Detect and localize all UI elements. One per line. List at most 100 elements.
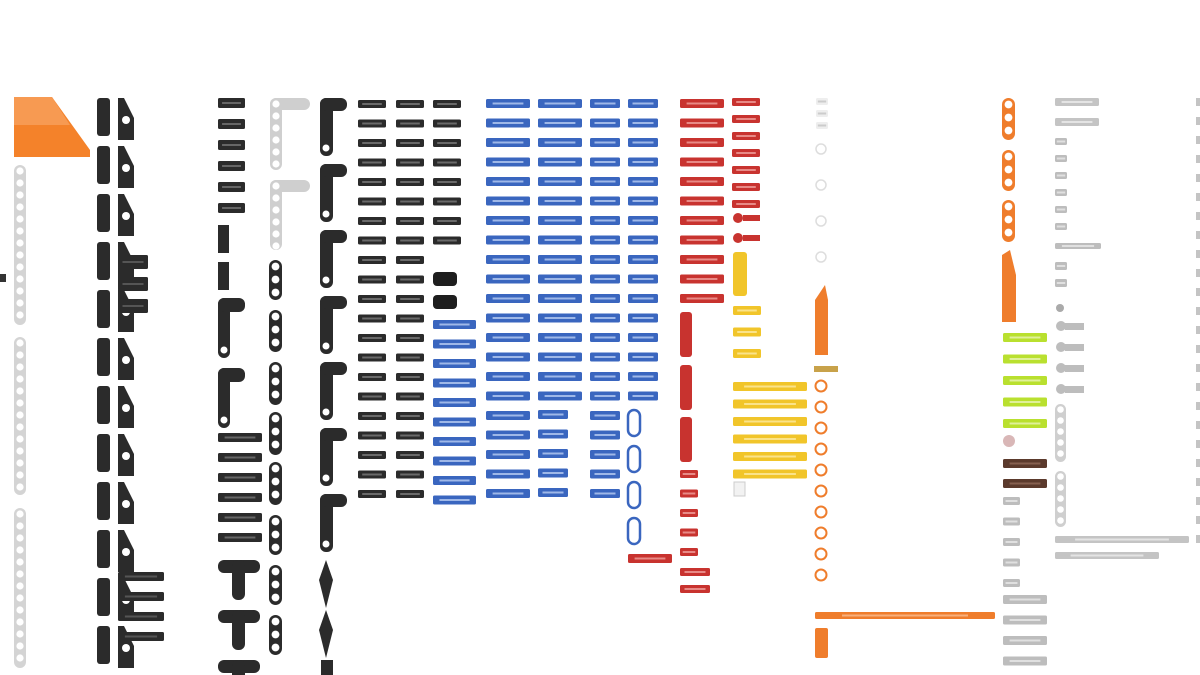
- pin-detail: [224, 536, 256, 539]
- pin-detail: [744, 438, 796, 440]
- pin-detail: [122, 261, 144, 263]
- pin-detail: [544, 336, 576, 339]
- beam-hole: [1057, 406, 1064, 413]
- black-lbeam: [218, 298, 245, 312]
- beam-hole: [16, 351, 24, 359]
- pin-detail: [362, 415, 382, 417]
- beam-hole: [271, 377, 280, 386]
- pin-detail: [744, 473, 796, 475]
- pin-detail: [122, 305, 144, 307]
- gray-pin: [1065, 386, 1084, 393]
- pin-detail: [400, 395, 420, 398]
- pin-detail: [439, 499, 470, 501]
- pin-detail: [632, 141, 654, 144]
- pin-detail: [492, 395, 524, 397]
- pin-detail: [632, 122, 654, 124]
- blue-loop: [626, 444, 642, 474]
- pin-detail: [362, 259, 382, 261]
- orange-wedge-highlight: [14, 97, 70, 125]
- black-tbeam: [232, 610, 245, 650]
- beam-hole: [16, 447, 24, 455]
- beam-hole: [1057, 428, 1064, 435]
- bracket-hole: [122, 164, 130, 172]
- pin-detail: [1009, 598, 1041, 601]
- beam-hole: [16, 191, 24, 199]
- pin-detail: [842, 614, 968, 617]
- pin-detail: [362, 220, 382, 222]
- orange-ring: [814, 379, 828, 393]
- beam-hole: [16, 471, 24, 479]
- pin-detail: [224, 456, 256, 459]
- gray-piece-edge: [1196, 136, 1200, 144]
- beam-hole: [271, 390, 280, 399]
- orange-ring: [814, 568, 828, 582]
- pin-detail: [400, 200, 420, 203]
- pin-detail: [736, 118, 756, 120]
- bracket-hole: [122, 116, 130, 124]
- pin-detail: [1005, 500, 1018, 502]
- pin-detail: [222, 123, 241, 125]
- beam-hole: [271, 440, 280, 449]
- pin-detail: [544, 278, 576, 280]
- black-lbeam: [320, 428, 347, 441]
- pin-detail: [437, 220, 457, 222]
- pin-detail: [744, 455, 796, 458]
- pin-detail: [736, 152, 756, 154]
- gray-piece-edge: [1196, 98, 1200, 106]
- orange-piece: [815, 628, 828, 658]
- pin-detail: [492, 356, 524, 358]
- pin-detail: [124, 575, 158, 578]
- black-connector: [97, 482, 110, 520]
- black-connector: [97, 194, 110, 232]
- pin-detail: [594, 200, 616, 202]
- beam-hole: [16, 630, 24, 638]
- pin-detail: [1056, 191, 1066, 194]
- gray-piece-edge: [1196, 231, 1200, 239]
- pin-detail: [632, 180, 654, 183]
- beam-hole: [16, 510, 24, 518]
- beam-hole: [16, 411, 24, 419]
- beam-hole: [272, 206, 280, 214]
- pin-detail: [1009, 462, 1041, 465]
- beam-hole: [271, 312, 280, 321]
- pin-detail: [594, 122, 616, 124]
- pin-detail: [682, 473, 696, 475]
- pin-detail: [544, 297, 576, 300]
- pin-detail: [362, 395, 382, 398]
- pin-detail: [544, 356, 576, 358]
- pin-detail: [492, 473, 524, 475]
- pin-detail: [439, 460, 470, 462]
- black-lbeam: [320, 494, 333, 552]
- pin-detail: [439, 382, 470, 384]
- pin-detail: [362, 278, 382, 281]
- blue-loop: [626, 408, 642, 438]
- gray-piece-edge: [1196, 269, 1200, 277]
- pin-detail: [400, 434, 420, 437]
- pin-detail: [1009, 379, 1041, 382]
- pin-detail: [1061, 101, 1093, 103]
- pin-detail: [1075, 538, 1169, 541]
- pin-detail: [594, 317, 616, 319]
- beam-hole: [16, 399, 24, 407]
- pin-detail: [222, 186, 241, 188]
- beam-hole: [271, 643, 280, 652]
- gray-piece-edge: [1196, 497, 1200, 505]
- orange-ring: [814, 442, 828, 456]
- pin-detail: [594, 161, 616, 163]
- beam-hole: [272, 230, 280, 238]
- pin-detail: [544, 102, 576, 105]
- pin-detail: [492, 375, 524, 378]
- pin-detail: [544, 122, 576, 124]
- pin-detail: [400, 473, 420, 476]
- black-piece: [0, 274, 6, 282]
- pin-detail: [544, 141, 576, 144]
- black-lbeam: [320, 230, 333, 288]
- pin-detail: [362, 161, 382, 164]
- bracket-hole: [122, 404, 130, 412]
- pin-detail: [544, 219, 576, 222]
- beam-hole: [271, 275, 280, 284]
- pin-detail: [736, 186, 756, 188]
- pin-detail: [492, 102, 524, 105]
- beam-hole: [16, 275, 24, 283]
